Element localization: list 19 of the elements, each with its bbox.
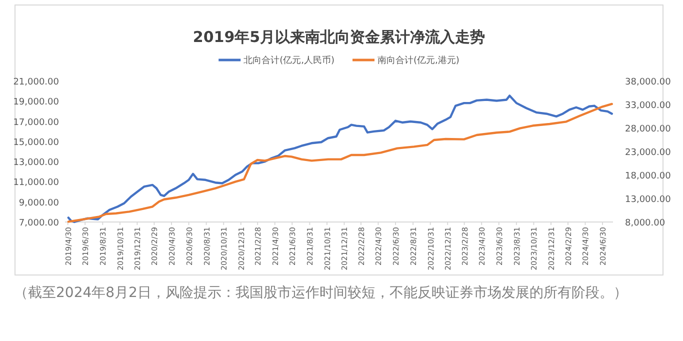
y2-tick-label: 33,000.00 bbox=[625, 101, 672, 111]
y-tick-label: 17,000.00 bbox=[13, 118, 60, 128]
y2-tick-label: 28,000.00 bbox=[625, 124, 672, 134]
y-tick-label: 15,000.00 bbox=[13, 138, 60, 148]
y-tick-label: 19,000.00 bbox=[13, 98, 60, 108]
y-tick-label: 7,000.00 bbox=[18, 218, 60, 228]
legend-label: 北向合计(亿元,人民币) bbox=[244, 55, 334, 66]
y-tick-label: 11,000.00 bbox=[13, 178, 60, 188]
y2-tick-label: 38,000.00 bbox=[625, 78, 672, 88]
y-tick-label: 13,000.00 bbox=[13, 158, 60, 168]
chart-title: 2019年5月以来南北向资金累计净流入走势 bbox=[192, 28, 486, 46]
y-tick-label: 9,000.00 bbox=[18, 198, 60, 208]
text: （截至2024年8月2日，风险提示：我国股市运作时间较短，不能反映证券市场发展的所有阶段。） bbox=[14, 284, 628, 303]
y2-tick-label: 23,000.00 bbox=[625, 148, 672, 158]
y2-tick-label: 8,000.00 bbox=[625, 218, 666, 228]
y2-tick-label: 18,000.00 bbox=[625, 172, 672, 182]
y-tick-label: 21,000.00 bbox=[13, 78, 60, 88]
y2-tick-label: 13,000.00 bbox=[625, 195, 672, 205]
legend-label: 南向合计(亿元,港元) bbox=[378, 55, 460, 66]
